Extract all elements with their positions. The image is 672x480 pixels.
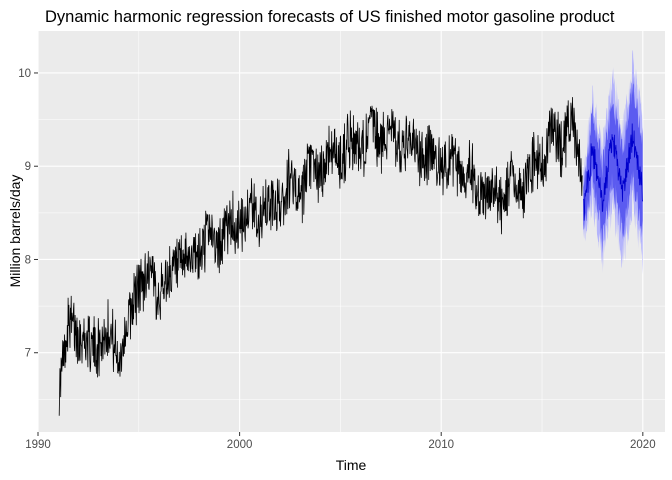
- x-tick-label: 2020: [630, 439, 656, 451]
- y-axis-title: Million barrels/day: [7, 175, 23, 288]
- forecast-band-80: [583, 76, 643, 254]
- panel-background: [38, 31, 665, 432]
- y-tick-label: 10: [18, 68, 31, 80]
- grid-layer: [37, 26, 665, 432]
- y-tick-label: 9: [25, 161, 31, 173]
- y-tick-label: 7: [25, 348, 31, 360]
- x-tick-label: 2000: [227, 439, 253, 451]
- chart-title: Dynamic harmonic regression forecasts of…: [45, 8, 615, 26]
- x-axis: 1990 2000 2010 2020: [25, 432, 656, 451]
- forecast-line: [583, 123, 644, 221]
- x-tick-label: 1990: [25, 439, 51, 451]
- x-tick-label: 2010: [428, 439, 454, 451]
- x-axis-title: Time: [336, 457, 367, 473]
- forecast-interval-80: [583, 76, 643, 254]
- y-axis: 7 8 9 10: [18, 68, 38, 360]
- y-tick-label: 8: [25, 254, 31, 266]
- history-line: [58, 97, 583, 416]
- series-layer: [58, 97, 644, 416]
